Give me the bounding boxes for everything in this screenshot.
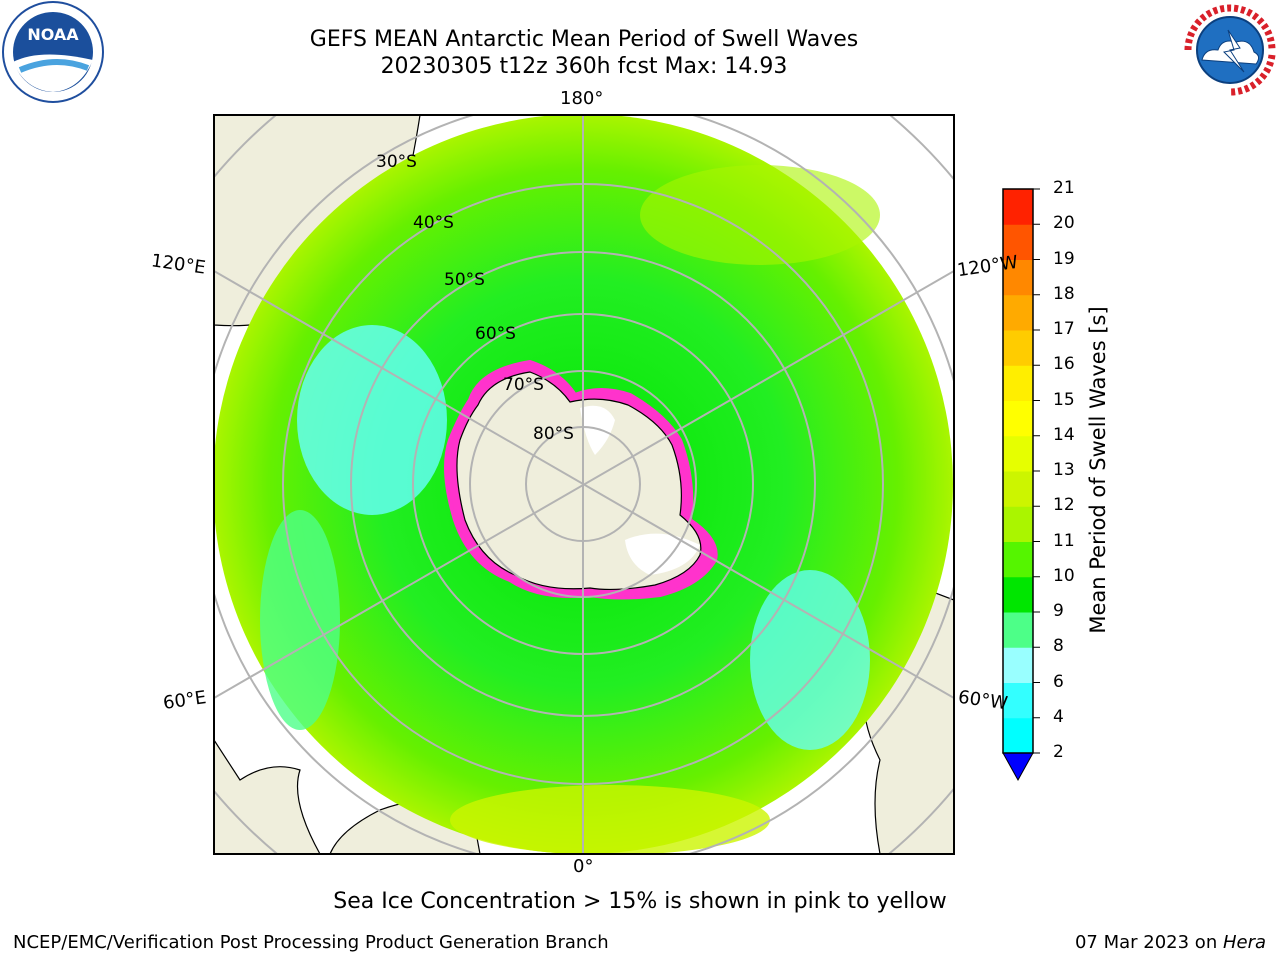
colorbar-under-arrow — [1002, 752, 1034, 782]
colorbar-tick-label: 16 — [1053, 354, 1075, 375]
lat-label-80s: 80°S — [533, 424, 574, 444]
colorbar-segment — [1003, 717, 1033, 754]
colorbar-frame — [1002, 188, 1034, 754]
madagascar-land — [214, 738, 321, 854]
colorbar-label: Mean Period of Swell Waves [s] — [1086, 306, 1110, 634]
colorbar-tick-label: 18 — [1053, 283, 1075, 304]
lat-label-30s: 30°S — [376, 152, 417, 172]
colorbar-tick-label: 14 — [1053, 424, 1075, 445]
colorbar-segment — [1003, 400, 1033, 437]
colorbar-segment — [1003, 576, 1033, 613]
lat-label-70s: 70°S — [503, 375, 544, 395]
colorbar-segment — [1003, 365, 1033, 401]
noaa-logo: NOAA — [2, 1, 104, 103]
colorbar-segment — [1003, 647, 1033, 683]
colorbar-tick-label: 10 — [1053, 565, 1075, 586]
lat-label-60s: 60°S — [475, 324, 516, 344]
colorbar-segment — [1003, 294, 1033, 331]
colorbar-tick-label: 4 — [1053, 706, 1064, 727]
colorbar-tick-label: 12 — [1053, 495, 1075, 516]
sea-ice-caption: Sea Ice Concentration > 15% is shown in … — [333, 889, 947, 914]
colorbar-tick-label: 8 — [1053, 636, 1064, 657]
footer-date-text: 07 Mar 2023 on — [1074, 932, 1223, 953]
title-line-2: 20230305 t12z 360h fcst Max: 14.93 — [380, 54, 788, 79]
nws-logo — [1182, 2, 1278, 98]
colorbar-segment — [1003, 224, 1033, 260]
lat-label-40s: 40°S — [413, 213, 454, 233]
footer-credit: NCEP/EMC/Verification Post Processing Pr… — [13, 932, 609, 953]
colorbar-segment — [1003, 541, 1033, 578]
footer-host: Hera — [1222, 932, 1266, 953]
colorbar-tick-label: 13 — [1053, 460, 1075, 480]
graticule — [214, 115, 954, 854]
colorbar-tick-label: 6 — [1053, 671, 1064, 692]
lon-label-0: 0° — [573, 856, 594, 877]
low-period-region-indian — [297, 325, 447, 515]
lat-label-50s: 50°S — [444, 270, 485, 290]
colorbar-segment — [1003, 330, 1033, 366]
footer-date: 07 Mar 2023 on Hera — [1075, 932, 1266, 953]
colorbar-tick-label: 2 — [1053, 742, 1064, 762]
title-line-1: GEFS MEAN Antarctic Mean Period of Swell… — [309, 27, 859, 52]
colorbar-tick-label: 15 — [1053, 389, 1075, 410]
colorbar-segment — [1003, 259, 1033, 296]
colorbar-segment — [1003, 612, 1033, 648]
colorbar — [1003, 188, 1040, 754]
mid-period-region — [260, 510, 340, 730]
colorbar-segment — [1003, 506, 1033, 542]
colorbar-tick-label: 20 — [1053, 213, 1075, 234]
low-period-region-drake — [750, 570, 870, 750]
high-period-region-south — [450, 785, 770, 854]
colorbar-segment — [1003, 471, 1033, 507]
noaa-logo-text: NOAA — [27, 25, 79, 44]
colorbar-segment — [1003, 435, 1033, 472]
weddell-ice-shelf — [625, 533, 700, 575]
ross-ice-shelf — [580, 405, 615, 455]
map-frame — [213, 114, 955, 855]
colorbar-tick-label: 9 — [1053, 601, 1064, 621]
high-period-region-north — [640, 165, 880, 265]
colorbar-tick-label: 11 — [1053, 530, 1075, 551]
lon-label-180: 180° — [560, 88, 604, 109]
colorbar-tick-label: 21 — [1053, 178, 1075, 198]
colorbar-segment — [1003, 682, 1033, 719]
colorbar-tick-label: 19 — [1053, 248, 1075, 269]
colorbar-tick-label: 17 — [1053, 319, 1075, 339]
colorbar-segment — [1003, 189, 1033, 225]
